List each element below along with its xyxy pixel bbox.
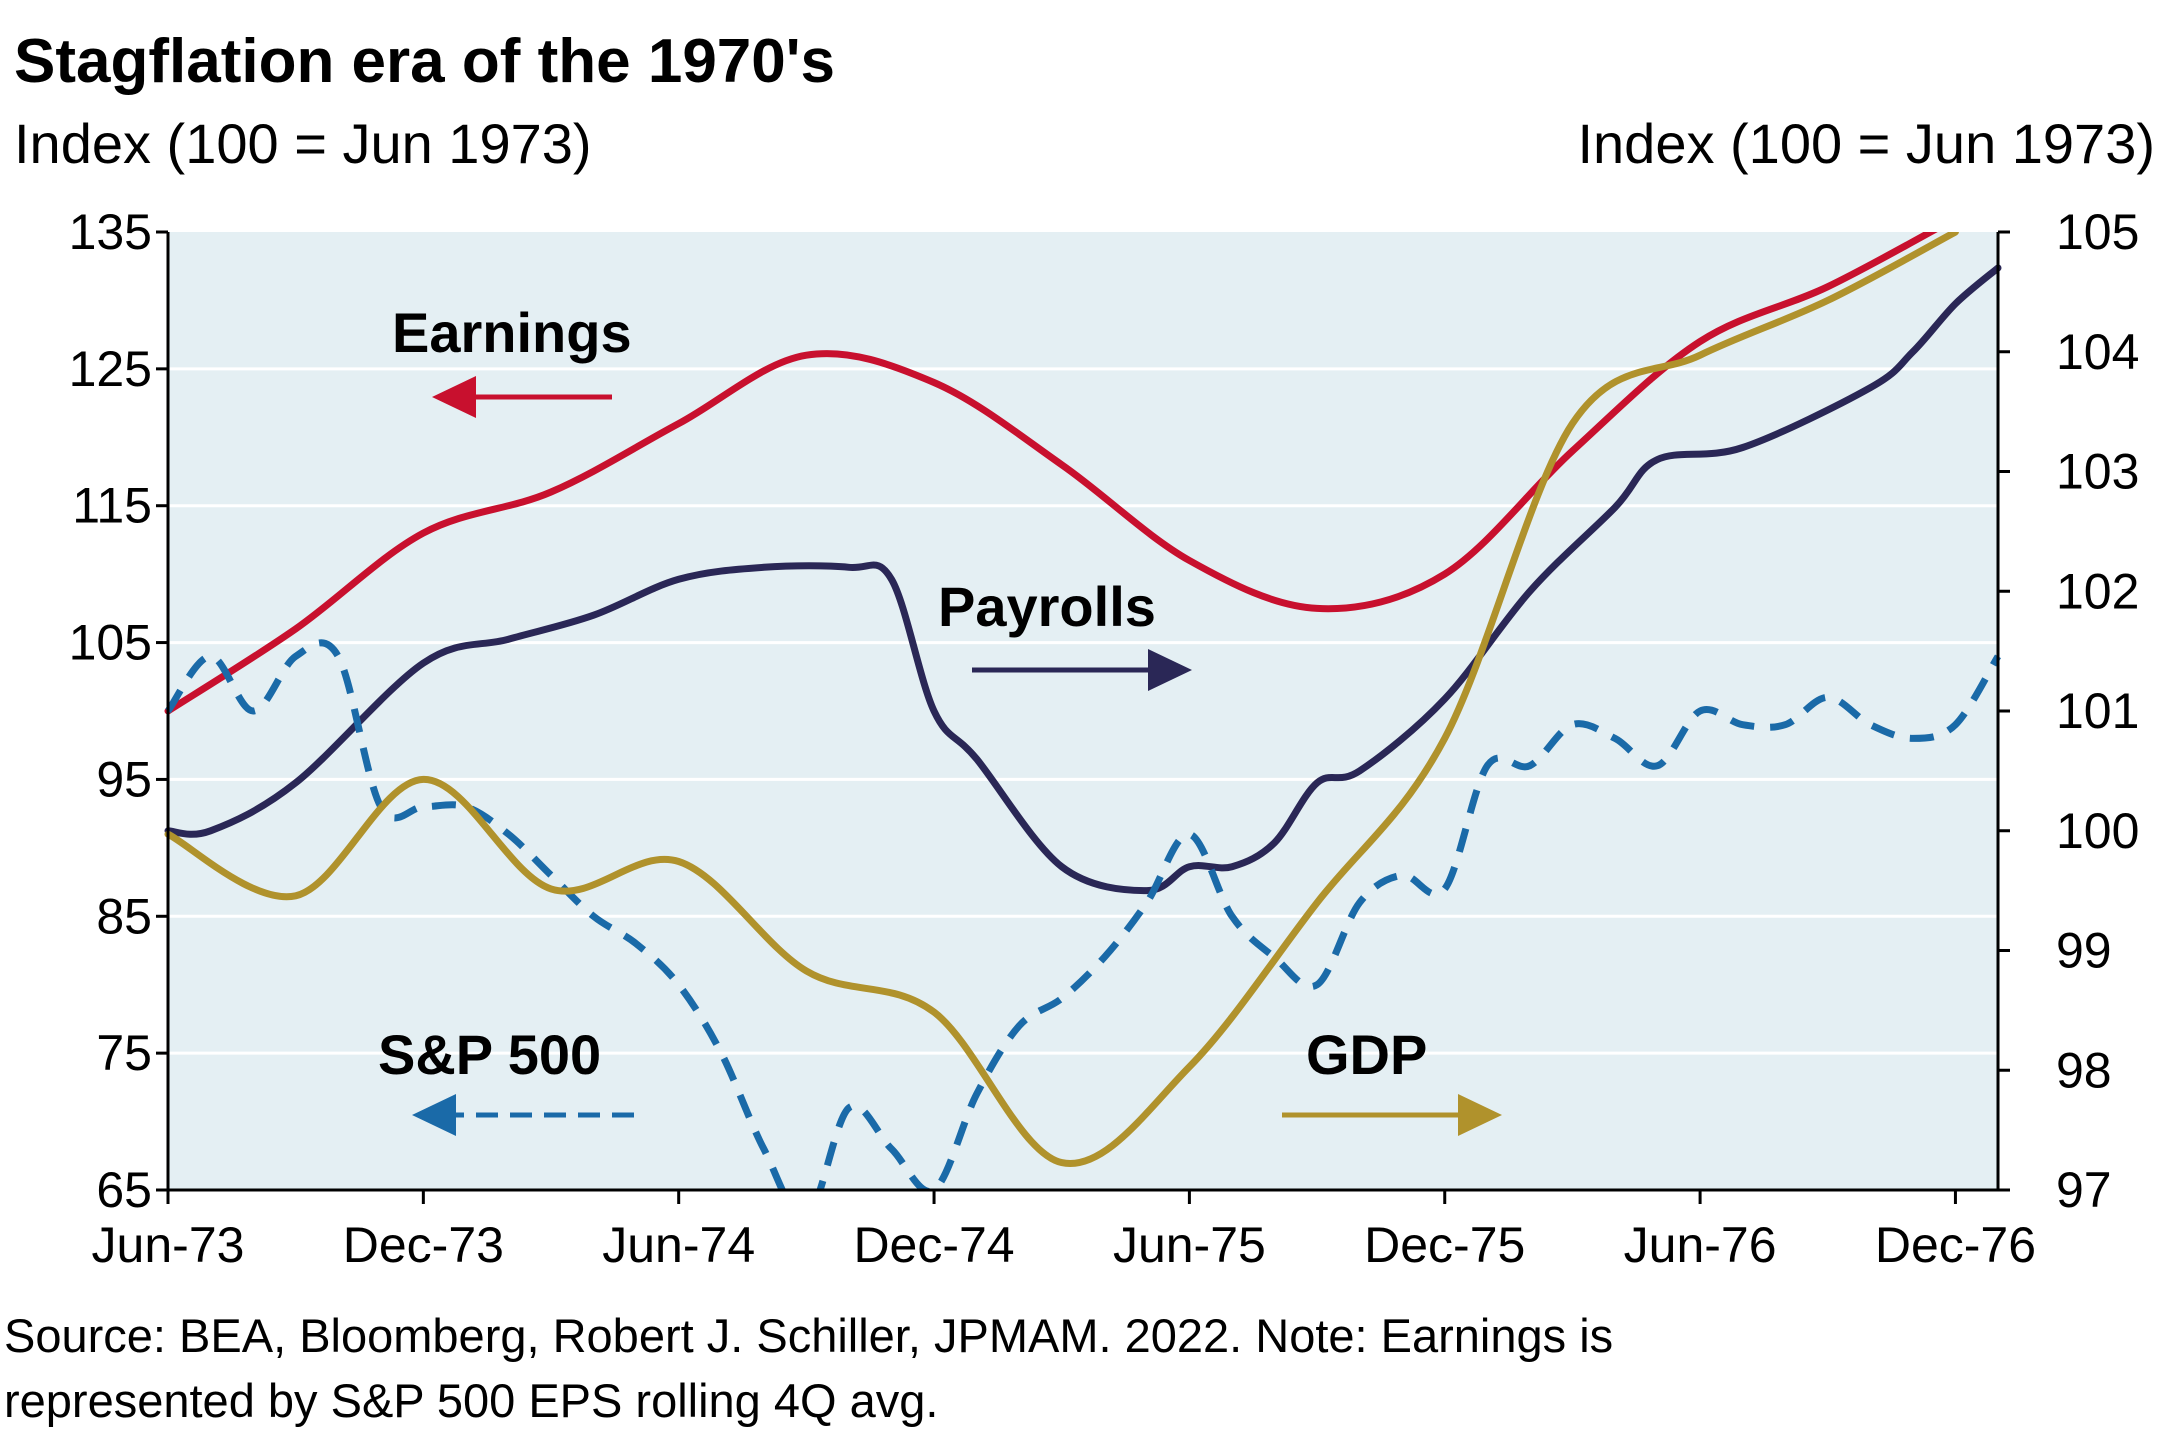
right-axis-title: Index (100 = Jun 1973) xyxy=(1577,112,2155,175)
series-label-payrolls: Payrolls xyxy=(938,575,1192,691)
sp500-arrow-head xyxy=(412,1094,456,1136)
source-note-line-1: Source: BEA, Bloomberg, Robert J. Schill… xyxy=(4,1309,1613,1362)
left-tick-label: 135 xyxy=(69,204,152,260)
x-tick-label: Dec-75 xyxy=(1364,1217,1525,1273)
series-label-earnings: Earnings xyxy=(392,301,632,418)
series-lines xyxy=(164,232,2002,1190)
earnings-arrow-head xyxy=(432,376,476,418)
x-tick-label: Jun-74 xyxy=(602,1217,755,1273)
gdp-label: GDP xyxy=(1306,1023,1427,1086)
left-tick-label: 105 xyxy=(69,615,152,671)
right-tick-label: 97 xyxy=(2056,1162,2112,1218)
left-tick-label: 95 xyxy=(96,751,152,807)
right-tick-label: 100 xyxy=(2056,803,2139,859)
series-label-sp500: S&P 500 xyxy=(378,1023,634,1136)
chart-title: Stagflation era of the 1970's xyxy=(14,27,835,96)
x-tick-label: Jun-73 xyxy=(92,1217,245,1273)
series-line-gdp xyxy=(164,232,1959,1168)
x-tick-label: Dec-73 xyxy=(343,1217,504,1273)
right-tick-label: 104 xyxy=(2056,324,2139,380)
series-line-payrolls xyxy=(164,264,2002,895)
left-y-ticks: 65 75 85 95 105 115 125 135 xyxy=(69,204,168,1218)
x-tick-label: Jun-75 xyxy=(1113,1217,1266,1273)
right-tick-label: 99 xyxy=(2056,923,2112,979)
sp500-label: S&P 500 xyxy=(378,1023,601,1086)
right-tick-label: 101 xyxy=(2056,683,2139,739)
left-tick-label: 65 xyxy=(96,1162,152,1218)
x-tick-label: Dec-76 xyxy=(1875,1217,2036,1273)
right-y-ticks: 97 98 99 100 101 102 103 104 105 xyxy=(1998,204,2139,1218)
left-axis-title: Index (100 = Jun 1973) xyxy=(14,112,592,175)
x-ticks: Jun-73 Dec-73 Jun-74 Dec-74 Jun-75 Dec-75 Jun-… xyxy=(92,1190,2036,1273)
left-tick-label: 75 xyxy=(96,1025,152,1081)
payrolls-label: Payrolls xyxy=(938,575,1156,638)
left-tick-label: 125 xyxy=(69,341,152,397)
right-tick-label: 105 xyxy=(2056,204,2139,260)
right-tick-label: 103 xyxy=(2056,444,2139,500)
source-note-line-2: represented by S&P 500 EPS rolling 4Q av… xyxy=(4,1374,938,1427)
x-tick-label: Jun-76 xyxy=(1624,1217,1777,1273)
right-tick-label: 102 xyxy=(2056,563,2139,619)
left-tick-label: 85 xyxy=(96,888,152,944)
x-tick-label: Dec-74 xyxy=(853,1217,1014,1273)
gdp-arrow-head xyxy=(1458,1094,1502,1136)
earnings-label: Earnings xyxy=(392,301,632,364)
right-tick-label: 98 xyxy=(2056,1042,2112,1098)
left-tick-label: 115 xyxy=(72,478,152,534)
series-line-earnings xyxy=(164,232,1938,715)
series-label-gdp: GDP xyxy=(1282,1023,1502,1136)
payrolls-arrow-head xyxy=(1148,649,1192,691)
